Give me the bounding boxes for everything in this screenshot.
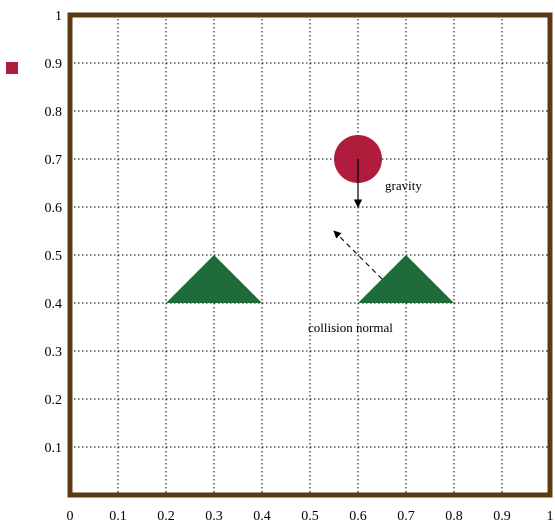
triangle-obstacle-2 [358,255,454,303]
x-tick-label: 0 [67,509,74,524]
x-tick-label: 0.4 [253,509,271,524]
x-tick-label: 1 [547,509,554,524]
y-tick-label: 0.4 [45,297,63,312]
y-tick-label: 0.9 [45,57,63,72]
axis-tick-labels: 0 0.1 0.2 0.3 0.4 0.5 0.6 0.7 0.8 0.9 1 0.1 0.2 0.3 0.… [45,9,554,524]
y-tick-label: 0.3 [45,345,63,360]
y-tick-label: 0.7 [45,153,63,168]
legend-marker-icon [6,62,18,74]
y-tick-label: 0.1 [45,441,63,456]
x-tick-label: 0.5 [301,509,319,524]
y-tick-label: 1 [55,9,62,24]
y-tick-label: 0.8 [45,105,63,120]
collision-normal-arrow [333,230,383,280]
vector-arrows [333,159,383,280]
grid-lines [70,15,550,495]
x-tick-label: 0.7 [397,509,415,524]
x-tick-label: 0.9 [493,509,511,524]
y-tick-label: 0.6 [45,201,63,216]
triangle-obstacle-1 [166,255,262,303]
collision-normal-label: collision normal [308,320,393,335]
x-tick-label: 0.3 [205,509,223,524]
y-tick-label: 0.5 [45,249,63,264]
plot-frame [67,12,553,498]
x-tick-label: 0.8 [445,509,463,524]
x-tick-label: 0.6 [349,509,367,524]
x-tick-label: 0.1 [109,509,127,524]
y-tick-label: 0.2 [45,393,63,408]
x-tick-label: 0.2 [157,509,175,524]
gravity-label: gravity [385,178,422,193]
